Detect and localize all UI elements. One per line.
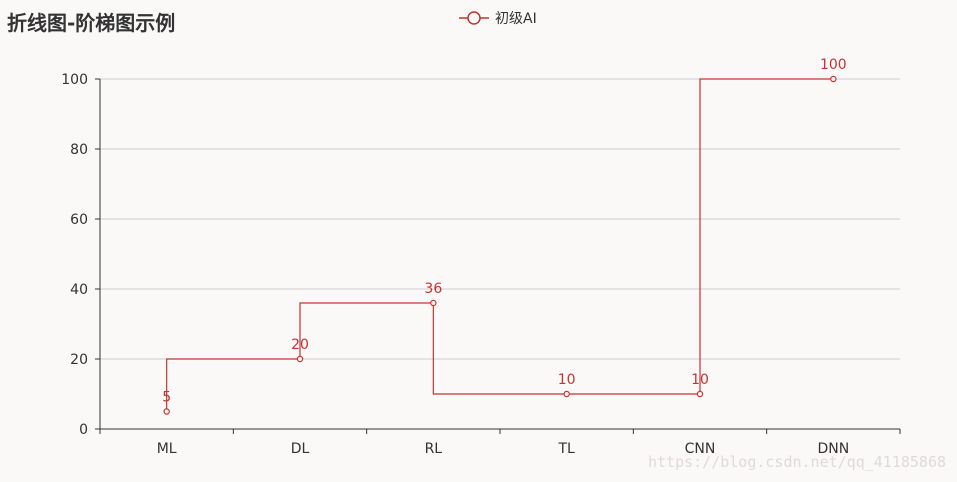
legend[interactable]: 初级AI <box>459 10 537 27</box>
y-tick-label-60: 60 <box>70 212 88 228</box>
data-label-cnn: 10 <box>691 372 709 388</box>
x-tick-label-dnn: DNN <box>817 441 849 457</box>
data-labels: 5 20 36 10 10 100 <box>162 57 846 406</box>
x-tick-label-rl: RL <box>425 441 443 457</box>
x-tick-label-cnn: CNN <box>685 441 716 457</box>
axes: 0 20 40 60 80 100 ML DL RL TL CNN DNN <box>61 72 901 457</box>
grid-lines <box>100 78 900 360</box>
legend-label: 初级AI <box>495 10 537 27</box>
data-label-dnn: 100 <box>820 57 847 73</box>
x-tick-label-dl: DL <box>291 441 310 457</box>
data-point-ml <box>163 408 170 415</box>
x-tick-label-tl: TL <box>557 441 575 457</box>
watermark: https://blog.csdn.net/qq_41185868 <box>648 453 946 471</box>
legend-circle-icon <box>467 11 481 25</box>
data-label-ml: 5 <box>162 390 171 406</box>
series-line-0 <box>166 78 834 412</box>
series-layer <box>163 75 837 415</box>
data-point-cnn <box>696 390 704 398</box>
data-point-dl <box>296 355 304 363</box>
y-tick-label-100: 100 <box>61 72 88 88</box>
y-tick-label-80: 80 <box>70 142 88 158</box>
y-tick-label-40: 40 <box>70 282 88 298</box>
y-tick-label-20: 20 <box>70 352 88 368</box>
data-point-tl <box>563 390 570 398</box>
data-point-rl <box>430 299 437 307</box>
y-tick-label-0: 0 <box>79 422 88 438</box>
chart-title: 折线图-阶梯图示例 <box>7 11 175 35</box>
data-point-dnn <box>830 75 837 83</box>
data-label-rl: 36 <box>424 281 442 297</box>
data-label-dl: 20 <box>291 337 309 353</box>
data-label-tl: 10 <box>558 372 576 388</box>
x-tick-label-ml: ML <box>157 441 177 457</box>
